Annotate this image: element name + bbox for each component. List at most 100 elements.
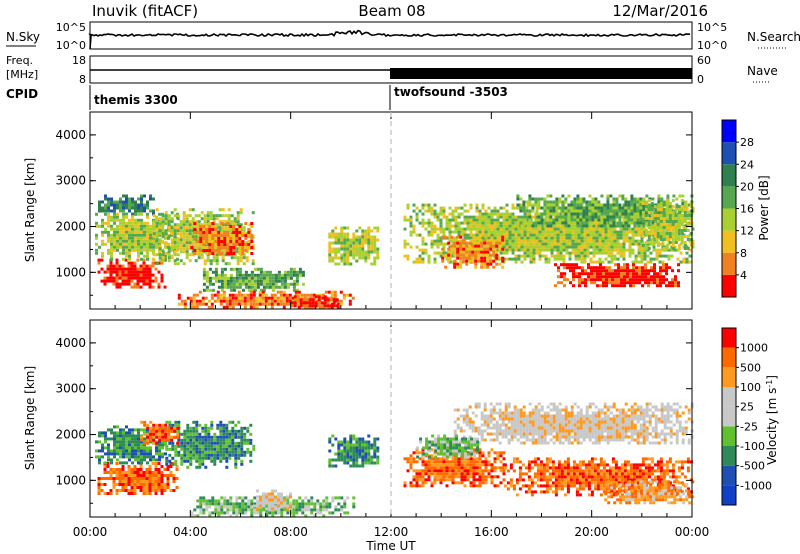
velocity-cell	[149, 432, 153, 436]
power-cell	[358, 244, 362, 248]
velocity-cell	[189, 435, 193, 439]
power-cell	[337, 241, 341, 245]
power-cell	[680, 217, 684, 220]
power-cell	[202, 237, 206, 240]
y-tick-label: 1000	[55, 265, 86, 279]
power-cell	[116, 233, 119, 237]
power-cell	[614, 275, 617, 279]
power-cell	[658, 260, 662, 264]
power-cell	[203, 259, 207, 263]
power-cell	[197, 214, 201, 218]
power-cell	[106, 270, 110, 274]
power-cell	[592, 233, 596, 237]
velocity-cell	[137, 428, 140, 432]
power-cell	[355, 235, 359, 239]
power-cell	[436, 245, 440, 249]
power-cell	[674, 226, 678, 229]
power-cell	[517, 227, 521, 231]
velocity-cell	[204, 465, 208, 469]
freq-tick-top: 18	[72, 54, 86, 67]
velocity-cell	[110, 437, 113, 441]
power-cell	[149, 236, 152, 240]
power-cell	[650, 214, 654, 217]
power-cell	[590, 281, 593, 285]
power-cell	[289, 270, 293, 274]
velocity-cell	[101, 443, 104, 447]
power-cell	[607, 221, 611, 225]
power-cell	[591, 209, 595, 213]
power-cell	[653, 241, 657, 244]
power-cell	[567, 224, 571, 228]
power-cell	[300, 296, 304, 300]
power-cell	[656, 214, 660, 217]
velocity-cell	[145, 483, 149, 486]
velocity-cell	[137, 440, 140, 444]
power-cell	[590, 278, 593, 282]
power-cell	[526, 242, 530, 246]
power-cell	[553, 257, 557, 261]
power-cell	[270, 293, 274, 297]
power-cell	[674, 281, 677, 285]
power-cell	[436, 239, 440, 243]
power-cell	[550, 227, 554, 231]
power-cell	[505, 221, 509, 225]
velocity-cell	[174, 444, 178, 448]
power-cell	[200, 211, 204, 215]
power-cell	[136, 270, 140, 274]
velocity-cell	[133, 486, 137, 489]
power-cell	[526, 218, 530, 222]
power-cell	[606, 224, 610, 228]
power-cell	[119, 206, 122, 210]
power-cell	[537, 197, 541, 201]
power-cell	[544, 227, 548, 231]
power-cell	[223, 231, 227, 234]
velocity-cell	[158, 429, 162, 433]
velocity-cell	[204, 432, 208, 436]
power-cell	[110, 218, 113, 222]
power-cell	[585, 224, 589, 228]
velocity-cell	[118, 489, 122, 492]
power-cell	[511, 251, 515, 255]
power-cell	[644, 202, 648, 205]
power-cell	[447, 241, 451, 245]
power-cell	[104, 203, 107, 207]
date-label: 12/Mar/2016	[612, 2, 708, 20]
velocity-cell	[152, 458, 155, 462]
power-cell	[572, 263, 575, 267]
power-cell	[268, 270, 272, 274]
velocity-cell	[196, 514, 200, 518]
power-cell	[630, 218, 634, 222]
power-cell	[646, 248, 650, 252]
power-cell	[199, 231, 203, 234]
velocity-cell	[205, 505, 209, 509]
power-cell	[265, 273, 269, 277]
power-cell	[232, 237, 236, 240]
power-cell	[456, 241, 460, 245]
power-cell	[614, 284, 617, 288]
power-cell	[340, 244, 344, 248]
power-cell	[558, 197, 562, 201]
power-cell	[576, 197, 580, 201]
power-cell	[226, 237, 230, 240]
power-cell	[499, 224, 503, 228]
velocity-cell	[112, 483, 116, 486]
velocity-cell	[183, 453, 187, 457]
power-cell	[671, 205, 675, 208]
power-cell	[508, 242, 512, 246]
power-cell	[637, 248, 641, 252]
power-cell	[194, 220, 198, 224]
power-cell	[134, 200, 137, 204]
velocity-cell	[228, 432, 232, 436]
power-cell	[173, 259, 177, 263]
power-cell	[616, 257, 620, 261]
power-cell	[493, 233, 497, 237]
power-cell	[259, 270, 263, 274]
power-cell	[469, 218, 473, 222]
power-cell	[134, 245, 137, 249]
power-cell	[574, 254, 578, 258]
power-cell	[167, 235, 171, 239]
velocity-cell	[125, 434, 128, 438]
power-cell	[337, 238, 341, 242]
power-cell	[537, 221, 541, 225]
power-cell	[285, 299, 289, 303]
